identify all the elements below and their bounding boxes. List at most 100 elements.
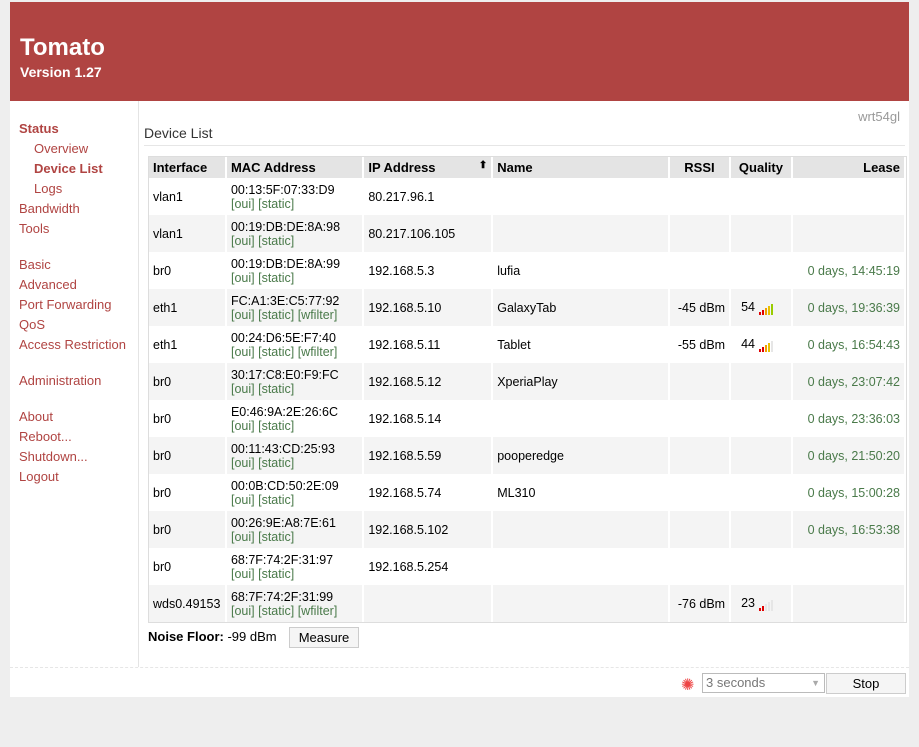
sidebar-item-basic[interactable]: Basic — [19, 257, 51, 272]
mac-cell: 68:7F:74:2F:31:99 [oui] [static] [wfilter… — [225, 585, 365, 622]
column-label: Name — [497, 160, 533, 175]
name-cell: Tablet — [492, 326, 670, 363]
tag-link-wfilter[interactable]: [wfilter] — [297, 603, 338, 618]
column-header-quality[interactable]: Quality — [730, 157, 793, 178]
signal-bar — [770, 341, 773, 352]
tag-link-wfilter[interactable]: [wfilter] — [297, 344, 338, 359]
interface-cell: vlan1 — [149, 215, 227, 252]
column-header-rssi[interactable]: RSSI — [668, 157, 732, 178]
lease-cell: 0 days, 21:50:20 — [791, 437, 907, 474]
sidebar-item-about[interactable]: About — [19, 409, 53, 424]
tag-link-static[interactable]: [static] — [258, 492, 295, 507]
noise-floor-value: -99 dBm — [227, 629, 277, 644]
name-cell — [492, 178, 670, 215]
signal-bar — [758, 349, 761, 352]
tag-link-oui[interactable]: [oui] — [230, 529, 255, 544]
lease-cell: 0 days, 16:53:38 — [791, 511, 907, 548]
column-header-ip-address[interactable]: IP Address ⬆ — [363, 157, 494, 178]
sidebar-item-logs[interactable]: Logs — [34, 181, 63, 196]
tag-link-static[interactable]: [static] — [258, 344, 295, 359]
sidebar-item-qos[interactable]: QoS — [19, 317, 46, 332]
name-cell: lufia — [492, 252, 670, 289]
signal-bar — [767, 602, 770, 611]
signal-bars-icon — [758, 338, 774, 352]
tag-link-oui[interactable]: [oui] — [230, 418, 255, 433]
refresh-interval-select[interactable]: 3 seconds ▼ — [702, 673, 825, 693]
mac-address: 68:7F:74:2F:31:97 — [230, 552, 334, 567]
sidebar-item-tools[interactable]: Tools — [19, 221, 50, 236]
signal-bar — [758, 608, 761, 611]
mac-address: 00:11:43:CD:25:93 — [230, 441, 335, 456]
tag-link-static[interactable]: [static] — [258, 566, 295, 581]
tag-link-static[interactable]: [static] — [258, 196, 295, 211]
tag-link-static[interactable]: [static] — [258, 455, 295, 470]
sidebar-item-reboot[interactable]: Reboot... — [19, 429, 72, 444]
tag-link-static[interactable]: [static] — [258, 418, 295, 433]
mac-address: E0:46:9A:2E:26:6C — [230, 404, 338, 419]
quality-value: 44 — [741, 337, 755, 351]
interface-cell: eth1 — [149, 289, 227, 326]
sidebar-item-status[interactable]: Status — [19, 121, 59, 136]
lease-cell: 0 days, 15:00:28 — [791, 474, 907, 511]
ip-cell: 192.168.5.102 — [363, 511, 494, 548]
table-row: br0 00:26:9E:A8:7E:61 [oui] [static] 192.16… — [149, 511, 907, 548]
name-cell — [492, 400, 670, 437]
sidebar-item-access-restriction[interactable]: Access Restriction — [19, 337, 126, 352]
lease-cell — [791, 215, 907, 252]
tag-link-static[interactable]: [static] — [258, 603, 295, 618]
ip-cell: 80.217.96.1 — [363, 178, 494, 215]
column-header-lease[interactable]: Lease — [791, 157, 907, 178]
quality-value: 23 — [741, 596, 755, 610]
tag-link-static[interactable]: [static] — [258, 270, 295, 285]
sidebar-item-port-forwarding[interactable]: Port Forwarding — [19, 297, 112, 312]
column-header-interface[interactable]: Interface — [149, 157, 227, 178]
app-title: Tomato — [20, 34, 105, 61]
sort-arrow-up-icon: ⬆ — [478, 160, 488, 171]
lease-cell — [791, 585, 907, 622]
signal-bar — [758, 312, 761, 315]
tag-link-static[interactable]: [static] — [258, 381, 295, 396]
rssi-cell — [668, 548, 732, 585]
column-header-mac-address[interactable]: MAC Address — [225, 157, 365, 178]
column-header-name[interactable]: Name — [492, 157, 670, 178]
tag-link-oui[interactable]: [oui] — [230, 307, 255, 322]
mac-address: 00:19:DB:DE:8A:99 — [230, 256, 341, 271]
tag-link-oui[interactable]: [oui] — [230, 455, 255, 470]
sidebar: Status Overview Device List Logs Bandwidth To… — [10, 101, 139, 667]
tag-link-static[interactable]: [static] — [258, 307, 295, 322]
sidebar-item-shutdown[interactable]: Shutdown... — [19, 449, 88, 464]
mac-cell: 00:26:9E:A8:7E:61 [oui] [static] — [225, 511, 365, 548]
rssi-cell — [668, 400, 732, 437]
tag-link-oui[interactable]: [oui] — [230, 492, 255, 507]
tag-link-oui[interactable]: [oui] — [230, 233, 255, 248]
tag-link-static[interactable]: [static] — [258, 529, 295, 544]
tag-link-oui[interactable]: [oui] — [230, 566, 255, 581]
sidebar-item-advanced[interactable]: Advanced — [19, 277, 77, 292]
mac-cell: 00:0B:CD:50:2E:09 [oui] [static] — [225, 474, 365, 511]
sidebar-gap — [10, 355, 138, 371]
sidebar-item-logout[interactable]: Logout — [19, 469, 59, 484]
tag-link-static[interactable]: [static] — [258, 233, 295, 248]
ip-cell: 192.168.5.3 — [363, 252, 494, 289]
rssi-cell — [668, 474, 732, 511]
quality-cell — [730, 437, 793, 474]
app-version: Version 1.27 — [20, 64, 102, 80]
stop-button[interactable]: Stop — [826, 673, 906, 694]
lease-cell: 0 days, 19:36:39 — [791, 289, 907, 326]
mac-cell: 00:11:43:CD:25:93 [oui] [static] — [225, 437, 365, 474]
sidebar-item-administration[interactable]: Administration — [19, 373, 102, 388]
tag-link-oui[interactable]: [oui] — [230, 344, 255, 359]
noise-floor: Noise Floor: -99 dBm — [148, 629, 277, 644]
tag-link-oui[interactable]: [oui] — [230, 381, 255, 396]
tag-link-wfilter[interactable]: [wfilter] — [297, 307, 338, 322]
measure-button[interactable]: Measure — [289, 627, 359, 648]
tag-link-oui[interactable]: [oui] — [230, 603, 255, 618]
column-label: IP Address — [368, 160, 436, 175]
lease-cell — [791, 548, 907, 585]
sidebar-item-bandwidth[interactable]: Bandwidth — [19, 201, 80, 216]
rssi-cell — [668, 252, 732, 289]
sidebar-item-device-list[interactable]: Device List — [34, 161, 103, 176]
tag-link-oui[interactable]: [oui] — [230, 196, 255, 211]
sidebar-item-overview[interactable]: Overview — [34, 141, 89, 156]
tag-link-oui[interactable]: [oui] — [230, 270, 255, 285]
